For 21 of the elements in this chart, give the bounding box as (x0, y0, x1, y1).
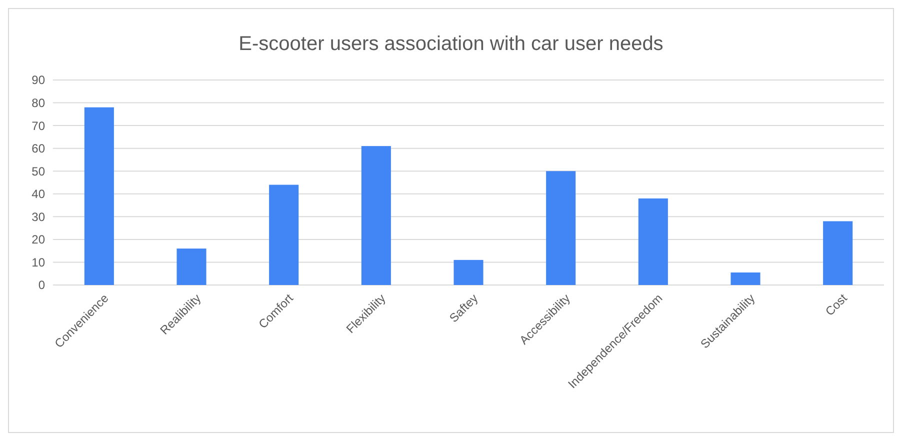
bar (269, 184, 299, 285)
bar (176, 248, 206, 285)
y-tick-label: 60 (32, 142, 46, 156)
x-tick-label: Cost (822, 290, 850, 319)
y-tick-label: 40 (32, 187, 46, 202)
bar (823, 221, 853, 285)
y-tick-label: 0 (38, 278, 46, 292)
bar (361, 146, 391, 285)
y-tick-label: 80 (32, 96, 46, 110)
y-tick-label: 20 (32, 232, 46, 247)
chart-title: E-scooter users association with car user needs (238, 33, 664, 55)
bar (84, 107, 114, 285)
bar (730, 272, 760, 285)
y-tick-label: 90 (32, 73, 46, 88)
bar (454, 260, 484, 285)
y-tick-label: 10 (32, 255, 46, 270)
bar (638, 198, 668, 285)
y-tick-label: 30 (32, 210, 46, 224)
bar (546, 171, 576, 285)
y-tick-label: 50 (32, 164, 46, 178)
y-tick-label: 70 (32, 118, 46, 133)
